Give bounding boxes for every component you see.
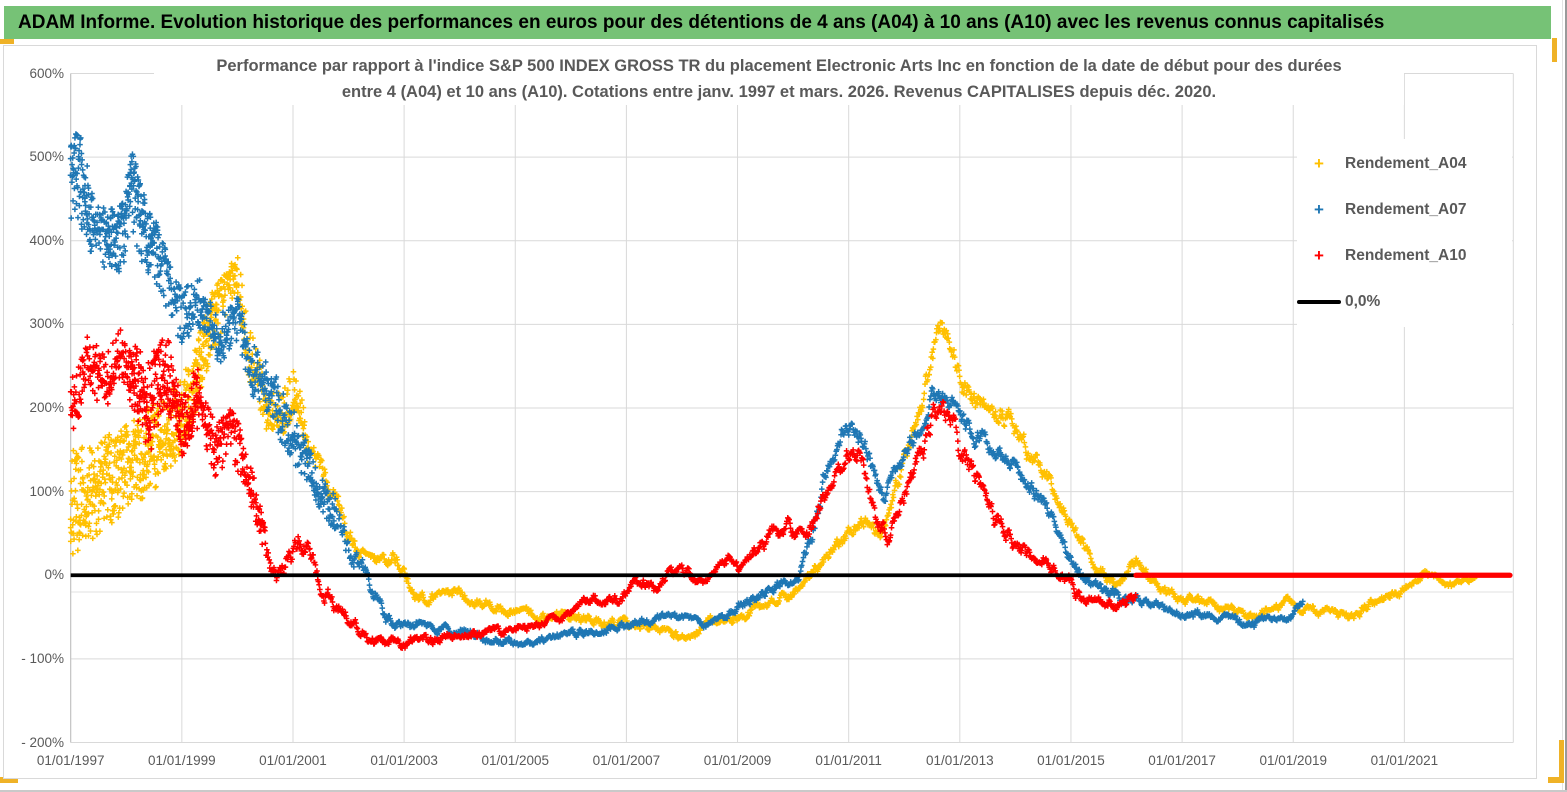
y-axis-tick-label: 600%	[29, 65, 64, 81]
chart-title-line1: Performance par rapport à l'indice S&P 5…	[216, 57, 1342, 75]
y-axis-tick-label: 500%	[29, 149, 64, 165]
legend[interactable]: + Rendement_A04 + Rendement_A07 + Rendement_A…	[1297, 139, 1512, 327]
legend-label: Rendement_A10	[1345, 247, 1467, 264]
y-axis-tick-label: 100%	[29, 483, 64, 499]
legend-item-rendement-a07[interactable]: + Rendement_A07	[1297, 187, 1512, 233]
gold-border-stub-bottom-left	[0, 777, 18, 783]
x-axis-tick-label: 01/01/2001	[259, 752, 327, 768]
legend-item-0-0-[interactable]: 0,0%	[1297, 279, 1512, 325]
y-axis-tick-label: 0%	[44, 567, 64, 583]
legend-label: Rendement_A07	[1345, 201, 1467, 218]
page-edge-line	[1562, 0, 1563, 790]
gold-border-stub-top-right	[1552, 38, 1557, 62]
gold-border-stub-bottom-right-v	[1559, 740, 1564, 783]
y-axis-tick-label: 200%	[29, 400, 64, 415]
gold-border-stub-bottom-right-h	[1548, 777, 1564, 783]
chart-title: Performance par rapport à l'indice S&P 5…	[154, 53, 1404, 105]
page-edge-line-dark	[1565, 0, 1567, 790]
x-axis-tick-label: 01/01/2017	[1148, 752, 1216, 768]
x-axis-tick-label: 01/01/2009	[703, 752, 772, 768]
legend-item-rendement-a10[interactable]: + Rendement_A10	[1297, 233, 1512, 279]
legend-item-rendement-a04[interactable]: + Rendement_A04	[1297, 141, 1512, 187]
plot-canvas[interactable]	[4, 46, 1536, 778]
x-axis-tick-label: 01/01/2003	[370, 752, 438, 768]
x-axis-tick-label: 01/01/2019	[1259, 752, 1328, 768]
x-axis-tick-label: 01/01/2007	[592, 752, 661, 768]
x-axis-tick-label: 01/01/1999	[148, 752, 216, 768]
x-axis-tick-label: 01/01/1997	[36, 752, 105, 768]
x-axis-tick-label: 01/01/2011	[815, 752, 882, 768]
x-axis-tick-label: 01/01/2015	[1037, 752, 1105, 768]
legend-line-marker-icon	[1297, 300, 1341, 304]
gold-border-stub-top-left	[0, 39, 14, 44]
y-axis-tick-label: - 200%	[21, 734, 64, 750]
report-title-bar: ADAM Informe. Evolution historique des p…	[4, 6, 1551, 39]
legend-plus-marker-icon: +	[1314, 246, 1324, 265]
chart-area[interactable]: Performance par rapport à l'indice S&P 5…	[3, 45, 1537, 779]
y-axis-tick-label: 300%	[29, 316, 64, 332]
report-title: ADAM Informe. Evolution historique des p…	[18, 11, 1385, 33]
legend-plus-marker-icon: +	[1314, 200, 1324, 219]
x-axis-tick-label: 01/01/2005	[481, 752, 550, 768]
legend-label: 0,0%	[1345, 293, 1381, 310]
y-axis-tick-label: - 100%	[21, 650, 64, 666]
legend-label: Rendement_A04	[1345, 155, 1467, 172]
x-axis-tick-label: 01/01/2021	[1370, 752, 1439, 768]
legend-plus-marker-icon: +	[1314, 154, 1324, 173]
chart-title-line2: entre 4 (A04) et 10 ans (A10). Cotations…	[341, 83, 1217, 101]
x-axis-tick-label: 01/01/2013	[926, 752, 994, 768]
y-axis-tick-label: 400%	[29, 232, 64, 248]
